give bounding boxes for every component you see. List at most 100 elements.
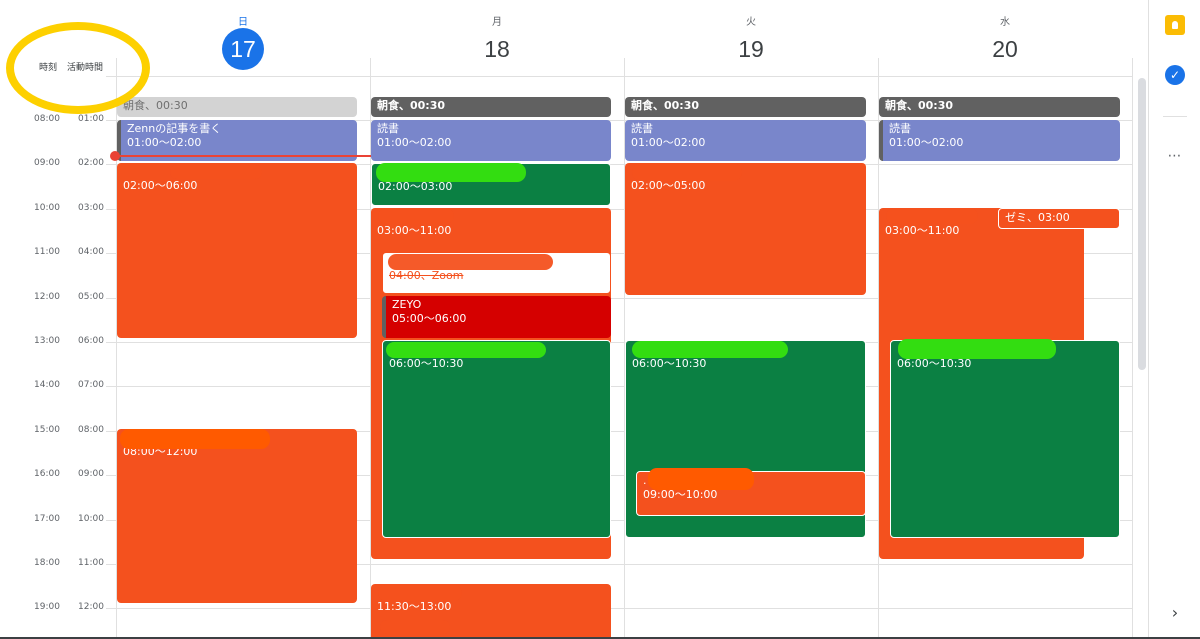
hour-gridline xyxy=(106,608,1132,609)
event-time: 02:00〜05:00 xyxy=(631,179,706,192)
event-title: 読書 xyxy=(631,122,653,135)
keep-icon[interactable] xyxy=(1165,15,1185,35)
redaction-mark xyxy=(648,468,754,490)
event-green-mon-2[interactable]: 06:00〜10:30 xyxy=(382,340,611,538)
time-label-primary: 14:00 xyxy=(34,380,60,390)
event-breakfast-sun[interactable]: 朝食、00:30 xyxy=(117,97,357,117)
column-divider xyxy=(370,58,371,639)
day-header-mon[interactable]: 月 18 xyxy=(370,0,624,76)
hour-gridline xyxy=(106,209,1132,210)
date-number[interactable]: 20 xyxy=(992,36,1018,62)
tasks-icon[interactable]: ✓ xyxy=(1165,65,1185,85)
column-divider xyxy=(878,58,879,639)
event-time: 06:00〜10:30 xyxy=(897,357,972,370)
hour-gridline xyxy=(106,164,1132,165)
event-zeyo[interactable]: ZEYO 05:00〜06:00 xyxy=(382,296,611,338)
event-title: 朝食、00:30 xyxy=(631,99,700,112)
hour-gridline xyxy=(106,564,1132,565)
event-time: 01:00〜02:00 xyxy=(631,136,706,149)
event-time: 02:00〜03:00 xyxy=(378,180,453,193)
event-time: 03:00〜11:00 xyxy=(377,224,452,237)
redaction-mark xyxy=(378,585,462,601)
date-number[interactable]: 19 xyxy=(738,36,764,62)
weekday-label: 水 xyxy=(1000,17,1010,28)
side-panel: ✓ ⋯ › xyxy=(1148,0,1200,639)
hour-gridline xyxy=(106,431,1132,432)
time-label-secondary: 08:00 xyxy=(78,425,104,435)
expand-panel-icon[interactable]: › xyxy=(1171,602,1179,622)
event-title: 朝食、00:30 xyxy=(377,99,446,112)
event-reading-wed[interactable]: 読書 01:00〜02:00 xyxy=(879,120,1120,161)
date-number-today[interactable]: 17 xyxy=(222,28,264,70)
event-block-tue-1[interactable]: 02:00〜05:00 xyxy=(625,163,866,295)
hour-gridline xyxy=(106,386,1132,387)
hour-gridline xyxy=(106,298,1132,299)
redaction-mark xyxy=(376,163,526,182)
time-label-primary: 08:00 xyxy=(34,114,60,124)
day-header-tue[interactable]: 火 19 xyxy=(624,0,878,76)
event-green-wed[interactable]: 06:00〜10:30 xyxy=(890,340,1120,538)
time-label-secondary: 06:00 xyxy=(78,336,104,346)
weekday-label: 日 xyxy=(238,17,248,28)
time-label-secondary: 09:00 xyxy=(78,469,104,479)
day-header-sun[interactable]: 日 17 xyxy=(116,0,370,76)
event-time: 06:00〜10:30 xyxy=(389,357,464,370)
event-title: 読書 xyxy=(377,122,399,135)
event-zenn-article[interactable]: Zennの記事を書く 01:00〜02:00 xyxy=(117,120,357,161)
event-title: . xyxy=(643,474,647,487)
event-title: 読書 xyxy=(889,122,911,135)
time-label-primary: 16:00 xyxy=(34,469,60,479)
hour-gridline xyxy=(106,342,1132,343)
event-breakfast-tue[interactable]: 朝食、00:30 xyxy=(625,97,866,117)
redaction-mark xyxy=(632,163,742,181)
redaction-mark xyxy=(170,165,262,179)
highlight-annotation xyxy=(6,22,150,114)
time-label-primary: 19:00 xyxy=(34,602,60,612)
event-breakfast-wed[interactable]: 朝食、00:30 xyxy=(879,97,1120,117)
event-time: 01:00〜02:00 xyxy=(889,136,964,149)
event-reading-tue[interactable]: 読書 01:00〜02:00 xyxy=(625,120,866,161)
redaction-mark xyxy=(388,254,553,270)
event-reading-mon[interactable]: 読書 01:00〜02:00 xyxy=(371,120,611,161)
event-breakfast-mon[interactable]: 朝食、00:30 xyxy=(371,97,611,117)
day-header-wed[interactable]: 水 20 xyxy=(878,0,1132,76)
redaction-mark xyxy=(886,208,978,224)
event-time: 09:00〜10:00 xyxy=(643,488,718,501)
header-divider xyxy=(106,76,1132,77)
time-label-primary: 12:00 xyxy=(34,292,60,302)
weekday-label: 月 xyxy=(492,17,502,28)
event-time: 01:00〜02:00 xyxy=(377,136,452,149)
event-time: 01:00〜02:00 xyxy=(127,136,202,149)
vertical-scrollbar[interactable] xyxy=(1138,78,1146,370)
time-label-primary: 10:00 xyxy=(34,203,60,213)
time-label-primary: 15:00 xyxy=(34,425,60,435)
event-time: 02:00〜06:00 xyxy=(123,179,198,192)
redaction-mark xyxy=(386,342,546,358)
time-label-secondary: 01:00 xyxy=(78,114,104,124)
time-label-primary: 17:00 xyxy=(34,514,60,524)
redaction-mark xyxy=(632,341,788,358)
time-label-primary: 13:00 xyxy=(34,336,60,346)
side-divider xyxy=(1163,116,1187,117)
time-label-secondary: 10:00 xyxy=(78,514,104,524)
redaction-mark xyxy=(120,429,270,449)
time-label-secondary: 12:00 xyxy=(78,602,104,612)
date-number[interactable]: 18 xyxy=(484,36,510,62)
event-title: 朝食、00:30 xyxy=(885,99,954,112)
event-block-sun-2[interactable]: 08:00〜12:00 xyxy=(117,429,357,603)
hour-gridline xyxy=(106,475,1132,476)
event-title: ゼミ、03:00 xyxy=(1005,211,1070,224)
time-label-secondary: 11:00 xyxy=(78,558,104,568)
event-title: ZEYO xyxy=(392,298,422,311)
more-icon[interactable]: ⋯ xyxy=(1167,148,1183,164)
time-label-secondary: 07:00 xyxy=(78,380,104,390)
column-divider xyxy=(116,58,117,639)
redaction-mark xyxy=(898,339,1056,359)
event-title: 朝食、00:30 xyxy=(123,99,188,112)
time-label-primary: 18:00 xyxy=(34,558,60,568)
event-title: Zennの記事を書く xyxy=(127,122,222,135)
event-seminar[interactable]: ゼミ、03:00 xyxy=(998,208,1120,229)
event-block-sun-1[interactable]: 02:00〜06:00 xyxy=(117,163,357,338)
hour-gridline xyxy=(106,253,1132,254)
event-title: 04:00、Zoom xyxy=(389,269,464,282)
